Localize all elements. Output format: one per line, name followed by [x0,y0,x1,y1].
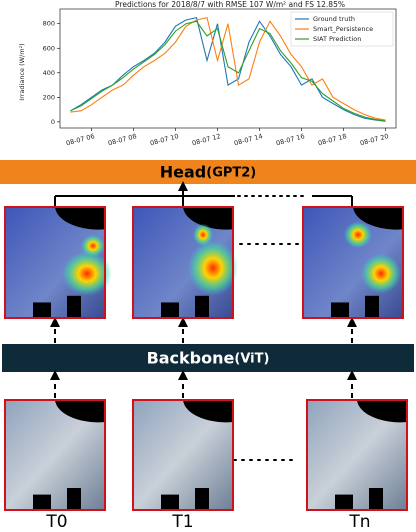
image-mask [67,295,81,318]
x-tick-label: 08-07 10 [149,132,179,147]
head-bar [0,160,416,184]
attention-map [132,206,238,319]
x-tick-label: 08-07 20 [359,132,389,147]
legend-label: Ground truth [313,15,355,23]
chart-title: Predictions for 2018/8/7 with RMSE 107 W… [115,0,345,9]
y-tick-label: 400 [43,69,55,77]
frame-label: T0 [45,512,67,532]
sky-image [306,399,408,511]
image-mask [33,494,51,510]
x-tick-label: 08-07 08 [107,132,137,147]
image-mask [369,488,383,510]
backbone-bar [2,344,414,372]
image-mask [55,207,105,230]
attention-blob [193,223,213,246]
attention-blob [361,253,401,294]
attention-map [4,206,112,319]
image-border [302,206,404,319]
image-border [4,206,106,319]
image-mask [183,400,233,423]
backbone-label: Backbone(ViT) [147,348,270,367]
series-line [70,20,386,122]
x-tick-label: 08-07 14 [233,132,263,147]
sky-image [4,399,106,511]
image-mask [335,494,353,510]
image-border [132,399,234,511]
image-mask [161,302,179,318]
frame-label: T1 [171,512,193,532]
x-tick-label: 08-07 16 [275,132,305,147]
backbone-model: (ViT) [234,351,269,366]
sky-image [132,399,234,511]
x-tick-label: 08-07 18 [317,132,347,147]
series-line [70,16,386,121]
image-mask [161,494,179,510]
head-name: Head [160,162,207,181]
arrows [50,317,357,398]
image-border [4,399,106,511]
image-mask [183,207,233,230]
image-mask [55,400,105,423]
head-label: Head(GPT2) [160,162,257,181]
image-mask [195,488,209,510]
y-tick-label: 0 [51,118,55,126]
image-mask [33,302,51,318]
image-mask [67,488,81,510]
image-mask [357,400,407,423]
attention-map [302,206,404,319]
attention-blob [188,240,238,296]
series-line [70,16,386,122]
attention-blob [62,251,112,296]
image-mask [195,295,209,318]
frame-label: Tn [348,512,370,532]
y-tick-label: 800 [43,20,55,28]
y-tick-label: 600 [43,44,55,52]
legend-label: SIAT Prediction [313,35,361,43]
image-border [306,399,408,511]
image-border [132,206,234,319]
x-tick-label: 08-07 12 [191,132,221,147]
attention-blob [81,234,105,257]
attention-blob [344,221,372,249]
y-tick-label: 200 [43,93,55,101]
x-tick-label: 08-07 06 [65,132,95,147]
legend-label: Smart_Persistence [313,25,373,33]
plot-frame [59,8,397,129]
image-mask [365,295,379,318]
image-mask [353,207,403,230]
head-model: (GPT2) [206,165,256,180]
y-axis-label: Irradiance (W/m²) [18,43,26,100]
backbone-name: Backbone [147,348,235,367]
image-mask [331,302,349,318]
